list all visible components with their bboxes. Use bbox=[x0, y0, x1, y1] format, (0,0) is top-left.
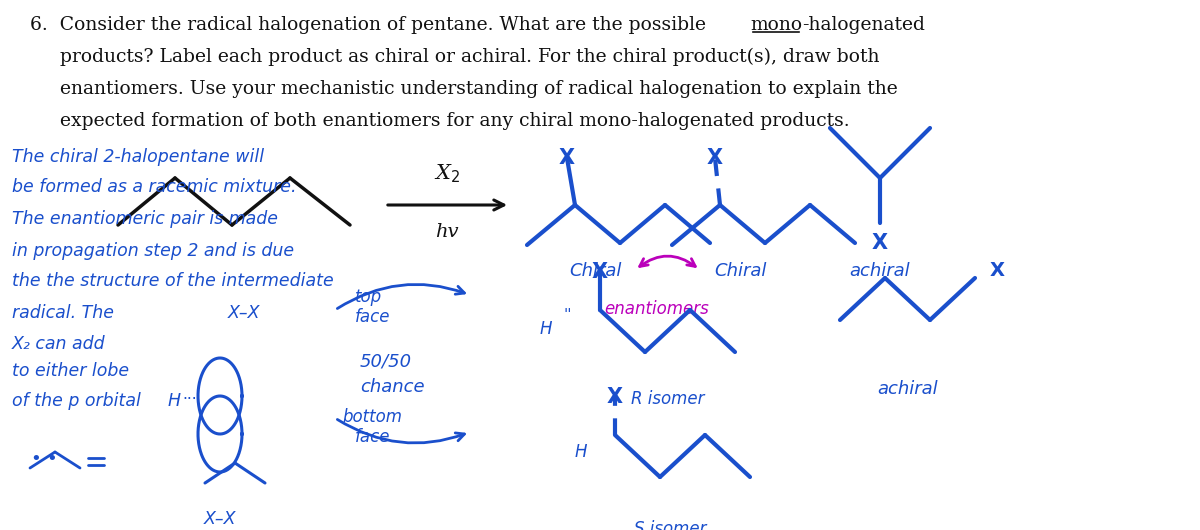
Text: H: H bbox=[575, 443, 587, 461]
Text: X–X: X–X bbox=[228, 304, 260, 322]
Text: products? Label each product as chiral or achiral. For the chiral product(s), dr: products? Label each product as chiral o… bbox=[60, 48, 880, 66]
Text: R isomer: R isomer bbox=[631, 390, 704, 408]
Text: face: face bbox=[355, 308, 390, 326]
Text: X: X bbox=[559, 148, 575, 168]
Text: mono: mono bbox=[750, 16, 802, 34]
Text: 6.  Consider the radical halogenation of pentane. What are the possible: 6. Consider the radical halogenation of … bbox=[30, 16, 712, 34]
Text: of the p orbital: of the p orbital bbox=[12, 392, 140, 410]
Text: The enantiomeric pair is made: The enantiomeric pair is made bbox=[12, 210, 278, 228]
Text: •: • bbox=[30, 450, 41, 468]
Text: S isomer: S isomer bbox=[634, 520, 707, 530]
Text: -halogenated: -halogenated bbox=[802, 16, 925, 34]
Text: H: H bbox=[540, 320, 552, 338]
Text: hv: hv bbox=[436, 223, 458, 241]
Text: achiral: achiral bbox=[877, 380, 938, 398]
Text: chance: chance bbox=[360, 378, 425, 396]
Text: to either lobe: to either lobe bbox=[12, 362, 130, 380]
Text: H: H bbox=[168, 392, 181, 410]
Text: X: X bbox=[707, 148, 724, 168]
Text: achiral: achiral bbox=[850, 262, 911, 280]
Text: the the structure of the intermediate: the the structure of the intermediate bbox=[12, 272, 334, 290]
Text: X: X bbox=[872, 233, 888, 253]
Text: '': '' bbox=[564, 308, 572, 323]
Text: ···: ··· bbox=[182, 392, 197, 407]
Text: The chiral 2-halopentane will: The chiral 2-halopentane will bbox=[12, 148, 264, 166]
Text: X–X: X–X bbox=[204, 510, 236, 528]
FancyArrowPatch shape bbox=[640, 256, 695, 267]
Text: radical. The: radical. The bbox=[12, 304, 114, 322]
Text: in propagation step 2 and is due: in propagation step 2 and is due bbox=[12, 242, 294, 260]
Text: face: face bbox=[355, 428, 390, 446]
Text: expected formation of both enantiomers for any chiral mono-halogenated products.: expected formation of both enantiomers f… bbox=[60, 112, 850, 130]
Text: Chiral: Chiral bbox=[714, 262, 766, 280]
Text: be formed as a racemic mixture.: be formed as a racemic mixture. bbox=[12, 178, 296, 196]
Text: •: • bbox=[46, 450, 56, 468]
Text: top: top bbox=[355, 288, 382, 306]
Text: X: X bbox=[607, 387, 623, 407]
Text: bottom: bottom bbox=[342, 408, 402, 426]
Text: enantiomers. Use your mechanistic understanding of radical halogenation to expla: enantiomers. Use your mechanistic unders… bbox=[60, 80, 898, 98]
Text: 50/50: 50/50 bbox=[360, 352, 412, 370]
Text: X₂ can add: X₂ can add bbox=[12, 335, 106, 353]
Text: X: X bbox=[990, 261, 1006, 279]
Text: X: X bbox=[592, 262, 608, 282]
Text: X$_2$: X$_2$ bbox=[434, 162, 460, 185]
Text: enantiomers: enantiomers bbox=[605, 300, 709, 318]
Text: Chiral: Chiral bbox=[569, 262, 622, 280]
